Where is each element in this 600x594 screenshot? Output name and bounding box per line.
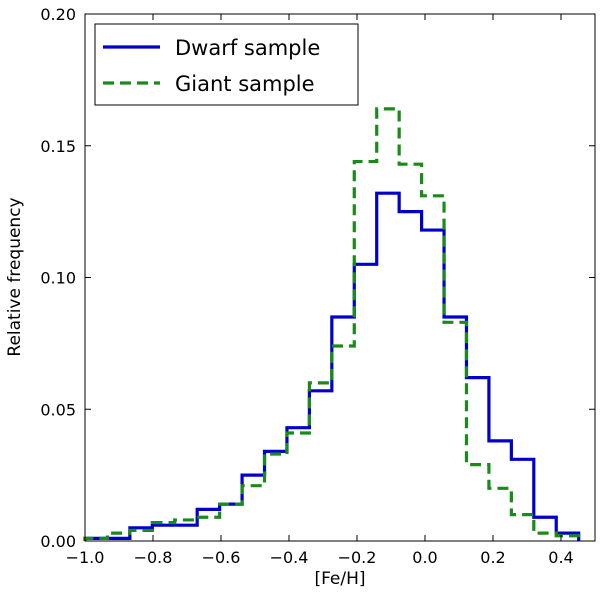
x-tick-label: −0.6 [202,548,241,567]
y-tick-label: 0.05 [40,400,76,419]
series-layer [83,107,581,541]
x-tick-label: 0.2 [480,548,505,567]
y-tick-label: 0.15 [40,137,76,156]
series-giant-step [83,107,581,541]
y-tick-label: 0.10 [40,269,76,288]
x-tick-label: −1.0 [66,548,105,567]
x-tick-label: −0.2 [338,548,377,567]
y-axis-label: Relative frequency [5,197,25,356]
x-axis-label: [Fe/H] [314,569,365,589]
y-tick-label: 0.20 [40,5,76,24]
y-tick-label: 0.00 [40,532,76,551]
legend: Dwarf sample Giant sample [94,23,359,106]
plot-frame [84,13,596,542]
x-tick-label: 0.0 [412,548,437,567]
x-tick-label: −0.4 [270,548,309,567]
legend-label-dwarf: Dwarf sample [175,36,320,60]
series-dwarf-step [83,191,581,541]
legend-label-giant: Giant sample [175,72,315,96]
tick-layer: −1.0 −0.8 −0.6 −0.4 −0.2 0.0 0.2 0.4 0.00 0.05 0.1… [40,5,595,567]
legend-box [94,23,359,106]
x-tick-label: −0.8 [134,548,173,567]
x-tick-label: 0.4 [548,548,573,567]
